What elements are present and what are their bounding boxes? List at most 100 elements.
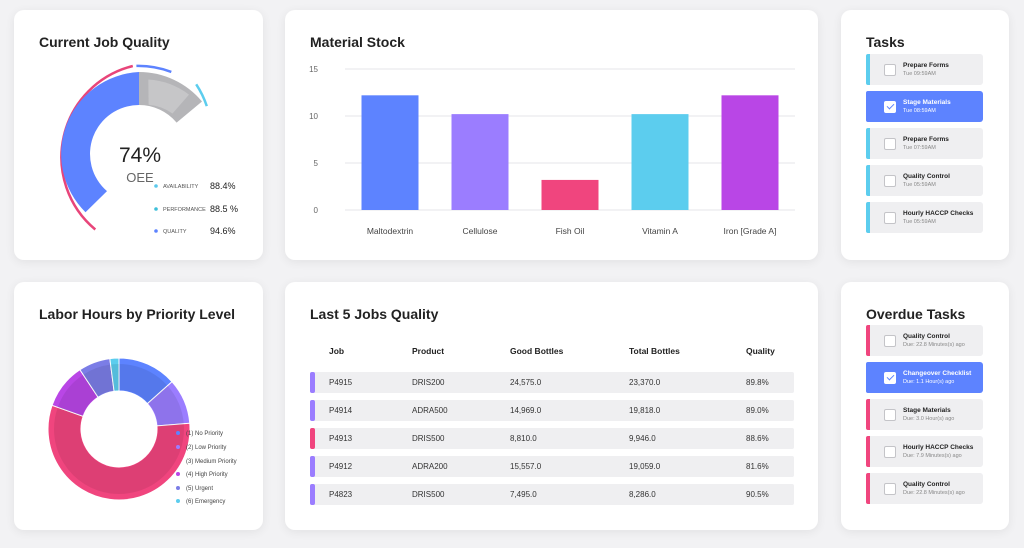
cell-total: 23,370.0 bbox=[629, 378, 661, 387]
bar[interactable] bbox=[361, 95, 419, 210]
col-header-good-bottles: Good Bottles bbox=[510, 346, 564, 356]
task-checkbox[interactable] bbox=[884, 482, 896, 495]
metric-value-performance: 88.5 % bbox=[210, 204, 238, 214]
cell-quality: 90.5% bbox=[746, 490, 769, 499]
labor-hours-card: Labor Hours by Priority Level (1) No Pri… bbox=[14, 282, 263, 530]
task-time: Tue 05:59AM bbox=[903, 182, 936, 188]
donut-slice-shade bbox=[54, 407, 184, 494]
cell-product: DRIS500 bbox=[412, 434, 445, 443]
cell-total: 19,818.0 bbox=[629, 406, 661, 415]
task-checkbox[interactable] bbox=[884, 334, 896, 347]
col-header-quality: Quality bbox=[746, 346, 775, 356]
legend-label: (5) Urgent bbox=[186, 486, 214, 492]
availability-dot bbox=[154, 184, 158, 188]
col-header-job: Job bbox=[329, 346, 345, 356]
table-row[interactable]: P4912 ADRA200 15,557.0 19,059.0 81.6% bbox=[310, 456, 794, 477]
task-checkbox[interactable] bbox=[884, 63, 896, 76]
table-row[interactable]: P4914 ADRA500 14,969.0 19,818.0 89.0% bbox=[310, 400, 794, 421]
cell-product: DRIS500 bbox=[412, 490, 445, 499]
task-priority-bar bbox=[866, 202, 870, 233]
metric-label-quality: QUALITY bbox=[163, 229, 187, 235]
y-tick-label: 15 bbox=[309, 65, 318, 74]
task-item[interactable]: Hourly HACCP Checks Tue 05:59AM bbox=[866, 202, 983, 233]
checkmark-icon bbox=[886, 372, 894, 380]
task-checkbox[interactable] bbox=[884, 371, 896, 384]
material-stock-card: Material Stock 0 5 10 15 Maltodextrin Cellulo… bbox=[285, 10, 818, 260]
bar[interactable] bbox=[721, 95, 779, 210]
gauge-outer-arc-blue bbox=[136, 64, 172, 74]
task-checkbox[interactable] bbox=[884, 445, 896, 458]
legend-dot bbox=[176, 486, 180, 491]
cell-good: 7,495.0 bbox=[510, 490, 537, 499]
row-color-bar bbox=[310, 372, 315, 393]
overdue-task-item[interactable]: Stage Materials Due: 3.0 Hour(s) ago bbox=[866, 399, 983, 430]
donut-slice[interactable] bbox=[47, 404, 191, 501]
tasks-card: Tasks Prepare Forms Tue 09:59AM Stage Mat… bbox=[841, 10, 1009, 260]
col-header-total-bottles: Total Bottles bbox=[629, 346, 680, 356]
overdue-task-item[interactable]: Quality Control Due: 22.8 Minutes(s) ago bbox=[866, 325, 983, 356]
metric-value-quality: 94.6% bbox=[210, 226, 236, 236]
jobs-table-header: Job Product Good Bottles Total Bottles Q… bbox=[310, 342, 794, 362]
legend-dot bbox=[176, 499, 180, 504]
row-color-bar bbox=[310, 400, 315, 421]
x-tick-label: Fish Oil bbox=[556, 226, 585, 236]
row-color-bar bbox=[310, 484, 315, 505]
task-priority-bar bbox=[866, 473, 870, 504]
col-header-product: Product bbox=[412, 346, 445, 356]
task-checkbox[interactable] bbox=[884, 408, 896, 421]
cell-quality: 88.6% bbox=[746, 434, 769, 443]
overdue-tasks-card: Overdue Tasks Quality Control Due: 22.8 M… bbox=[841, 282, 1009, 530]
task-name: Changeover Checklist bbox=[903, 370, 972, 377]
donut-slice[interactable] bbox=[109, 357, 120, 392]
task-priority-bar bbox=[866, 399, 870, 430]
cell-product: DRIS200 bbox=[412, 378, 445, 387]
task-checkbox[interactable] bbox=[884, 174, 896, 187]
overdue-task-item[interactable]: Changeover Checklist Due: 1.1 Hour(s) ago bbox=[866, 362, 983, 393]
cell-total: 19,059.0 bbox=[629, 462, 661, 471]
task-priority-bar bbox=[866, 54, 870, 85]
legend-dot bbox=[176, 445, 180, 450]
cell-product: ADRA200 bbox=[412, 462, 448, 471]
row-color-bar bbox=[310, 456, 315, 477]
overdue-task-item[interactable]: Hourly HACCP Checks Due: 7.9 Minutes(s) a… bbox=[866, 436, 983, 467]
legend-label: (4) High Priority bbox=[186, 472, 228, 478]
table-row[interactable]: P4823 DRIS500 7,495.0 8,286.0 90.5% bbox=[310, 484, 794, 505]
cell-job: P4915 bbox=[329, 378, 353, 387]
gauge-band-highlight bbox=[148, 79, 189, 114]
cell-quality: 89.8% bbox=[746, 378, 769, 387]
task-priority-bar bbox=[866, 436, 870, 467]
x-tick-label: Iron [Grade A] bbox=[724, 226, 777, 236]
checkmark-icon bbox=[886, 101, 894, 109]
tasks-title: Tasks bbox=[866, 34, 905, 50]
task-checkbox[interactable] bbox=[884, 100, 896, 113]
cell-job: P4914 bbox=[329, 406, 353, 415]
bar[interactable] bbox=[541, 179, 599, 210]
metric-value-availability: 88.4% bbox=[210, 181, 236, 191]
bar[interactable] bbox=[631, 114, 689, 210]
legend-dot bbox=[176, 431, 180, 436]
material-stock-title: Material Stock bbox=[310, 34, 405, 50]
task-item[interactable]: Quality Control Tue 05:59AM bbox=[866, 165, 983, 196]
table-row[interactable]: P4913 DRIS500 8,810.0 9,946.0 88.6% bbox=[310, 428, 794, 449]
gauge-outer-arc-cyan bbox=[195, 83, 208, 107]
task-due: Due: 22.8 Minutes(s) ago bbox=[903, 490, 965, 496]
table-row[interactable]: P4915 DRIS200 24,575.0 23,370.0 89.8% bbox=[310, 372, 794, 393]
metric-row: QUALITY 94.6% bbox=[154, 226, 236, 236]
quality-dot bbox=[154, 229, 158, 233]
overdue-task-item[interactable]: Quality Control Due: 22.8 Minutes(s) ago bbox=[866, 473, 983, 504]
task-name: Hourly HACCP Checks bbox=[903, 210, 974, 217]
legend-item: (1) No Priority bbox=[176, 431, 223, 437]
cell-good: 15,557.0 bbox=[510, 462, 542, 471]
task-time: Tue 05:59AM bbox=[903, 219, 936, 225]
task-item[interactable]: Prepare Forms Tue 07:59AM bbox=[866, 128, 983, 159]
legend-label: (3) Medium Priority bbox=[186, 459, 237, 465]
task-item[interactable]: Prepare Forms Tue 09:59AM bbox=[866, 54, 983, 85]
task-priority-bar bbox=[866, 91, 870, 122]
task-item[interactable]: Stage Materials Tue 08:59AM bbox=[866, 91, 983, 122]
cell-job: P4912 bbox=[329, 462, 353, 471]
job-quality-title: Current Job Quality bbox=[39, 34, 170, 50]
task-name: Quality Control bbox=[903, 481, 950, 488]
task-checkbox[interactable] bbox=[884, 211, 896, 224]
bar[interactable] bbox=[451, 114, 509, 210]
task-checkbox[interactable] bbox=[884, 137, 896, 150]
